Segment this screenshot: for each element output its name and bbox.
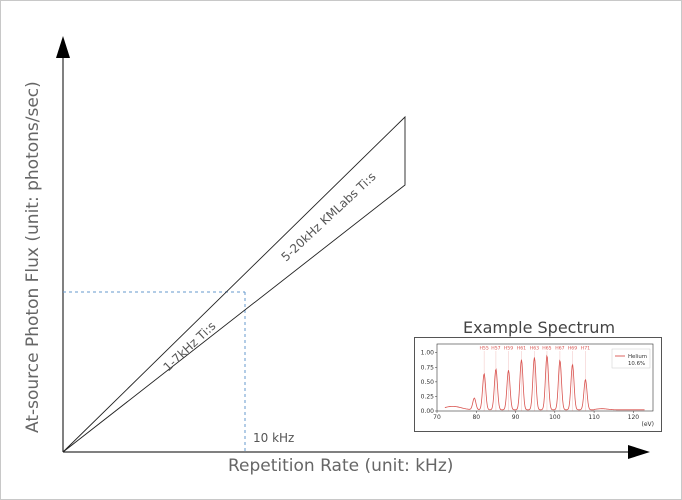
performance-wedge [62,115,406,453]
y-tick-label: 0.25 [421,393,435,400]
x-tick-label: 110 [588,414,600,421]
x-axis-arrowhead [628,445,650,459]
y-tick-label: 0.50 [421,379,435,386]
inset-x-unit-label: (eV) [642,421,654,428]
x-tick-label: 90 [512,414,520,421]
y-tick-label: 0.75 [421,364,435,371]
legend-box [611,348,651,369]
x-tick-label: 70 [433,414,441,421]
harmonic-label: H61 [517,346,526,352]
harmonic-label: H67 [555,346,564,352]
y-tick-label: 1.00 [421,350,435,357]
legend-value: 10.6% [628,361,645,367]
y-tick-label: 0.00 [421,408,435,415]
band-low-label: 1-7kHz Ti:s [160,319,218,374]
harmonic-label: H69 [568,346,577,352]
spectrum-line [444,354,645,411]
harmonic-label: H63 [530,346,539,352]
marker-label: 10 kHz [253,431,294,445]
y-axis-title: At-source Photon Flux (unit: photons/sec… [23,81,43,433]
inset-plot: H55 H57 H59 H61 H63 H65 H67 H69 H71 70 80 90 100 110 1… [421,343,654,428]
y-axis-arrowhead [56,36,70,58]
inset-frame [414,337,662,432]
harmonic-label: H59 [504,346,513,352]
x-axis-title: Repetition Rate (unit: kHz) [228,456,453,476]
x-tick-label: 100 [549,414,561,421]
inset-title: Example Spectrum [463,318,615,337]
inset-plot-area [436,343,654,412]
x-tick-label: 80 [472,414,480,421]
legend-name: Helium [628,354,647,360]
x-tick-label: 120 [628,414,640,421]
harmonic-label: H55 [479,346,488,352]
harmonic-label: H71 [581,346,590,352]
harmonic-label: H65 [542,346,551,352]
harmonic-label: H57 [491,346,500,352]
